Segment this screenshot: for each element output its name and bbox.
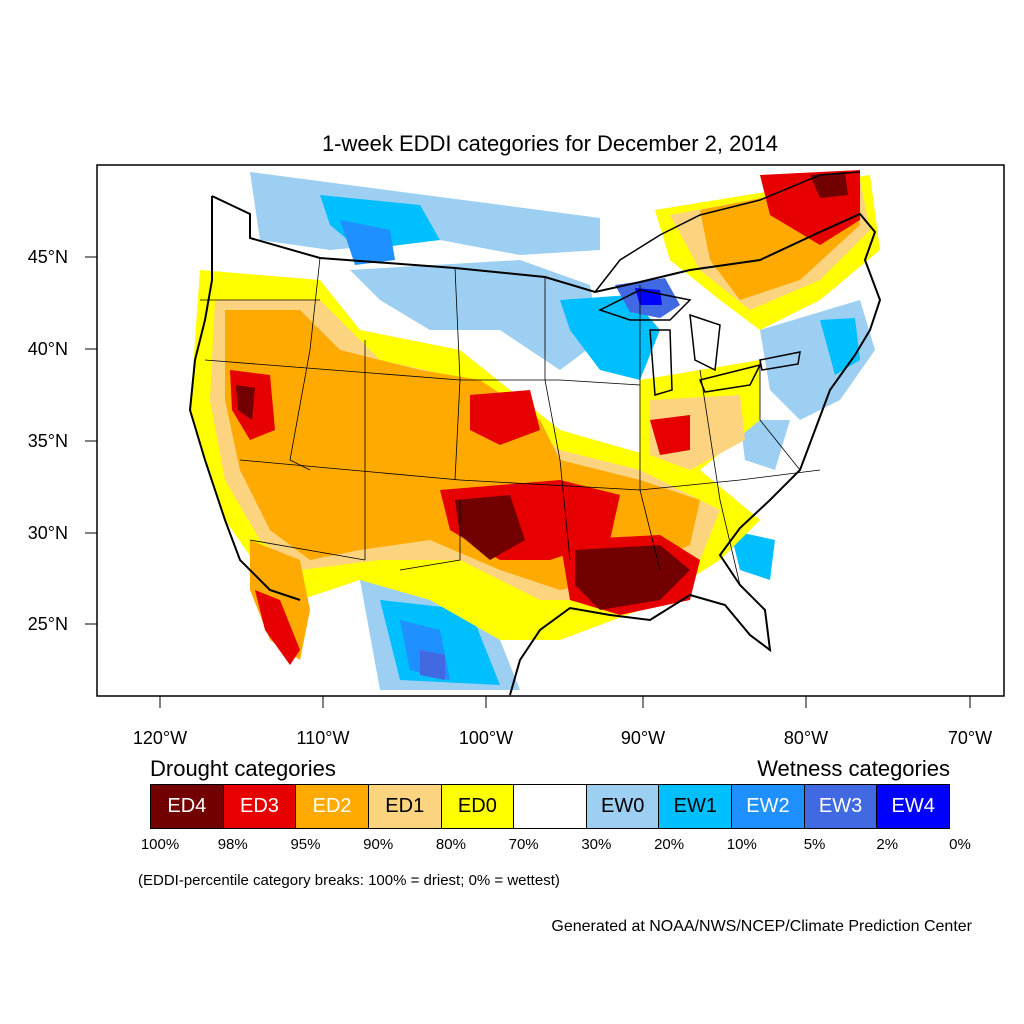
legend-swatch: EW1: [659, 785, 733, 828]
legend-swatch: EW4: [877, 785, 950, 828]
patch-ed3: [650, 415, 690, 455]
patch-ed3: [470, 390, 540, 445]
percentile-label: 2%: [876, 836, 899, 853]
patch-ed4: [236, 385, 255, 420]
patch-ew4: [635, 288, 662, 305]
credit-line: Generated at NOAA/NWS/NCEP/Climate Predi…: [551, 918, 972, 935]
lon-tick-marks: [159, 696, 971, 708]
patch-ew2: [340, 220, 395, 265]
percentile-label: 98%: [217, 836, 248, 853]
wetness-heading: Wetness categories: [757, 756, 950, 781]
lon-tick-label: 70°W: [948, 728, 992, 748]
percentile-label: 70%: [508, 836, 539, 853]
lon-tick-label: 90°W: [621, 728, 665, 748]
percentile-label: 30%: [581, 836, 612, 853]
lat-tick-label: 45°N: [28, 247, 68, 267]
legend-swatch: ED3: [223, 785, 297, 828]
map-frame: [96, 164, 1005, 697]
lat-tick-marks: [85, 256, 97, 625]
patch-ew0: [350, 260, 600, 370]
lat-tick-label: 35°N: [28, 431, 68, 451]
patch-ed4: [810, 172, 848, 198]
legend-swatch: ED2: [296, 785, 369, 828]
legend-swatch: EW0: [586, 785, 660, 828]
percentile-label: 100%: [140, 836, 180, 853]
patch-ed3: [255, 590, 300, 665]
percentile-label: 10%: [726, 836, 757, 853]
coastline: [188, 195, 882, 696]
category-legend: ED4 ED3 ED2 ED1 ED0 EW0 EW1 EW2 EW3 EW4: [150, 784, 950, 829]
percentile-label: 95%: [290, 836, 321, 853]
lat-tick-label: 40°N: [28, 339, 68, 359]
map-title: 1-week EDDI categories for December 2, 2…: [321, 131, 779, 156]
category-note: (EDDI-percentile category breaks: 100% =…: [138, 872, 560, 889]
patch-ew0: [250, 172, 600, 255]
patch-ew3: [420, 650, 445, 680]
legend-swatch: EW2: [732, 785, 805, 828]
patch-ed4: [575, 545, 690, 610]
legend-swatch: ED1: [368, 785, 442, 828]
lon-tick-label: 80°W: [784, 728, 828, 748]
category-patches: [190, 170, 880, 690]
patch-ew1: [730, 530, 775, 580]
legend-swatch: [514, 785, 587, 828]
percentile-label: 0%: [949, 836, 971, 853]
patch-ew0: [740, 420, 790, 470]
patch-ew1: [560, 295, 660, 380]
percentile-label: 20%: [654, 836, 685, 853]
drought-heading: Drought categories: [150, 756, 336, 781]
legend-swatch: ED0: [441, 785, 515, 828]
lon-tick-label: 100°W: [459, 728, 513, 748]
great-lakes: [598, 289, 801, 396]
lon-tick-label: 110°W: [297, 728, 350, 748]
percentile-label: 80%: [435, 836, 466, 853]
legend-swatch: ED4: [151, 785, 224, 828]
canada-border: [594, 171, 861, 293]
legend-swatch: EW3: [804, 785, 878, 828]
lat-tick-label: 30°N: [28, 523, 68, 543]
lon-tick-label: 120°W: [133, 728, 187, 748]
patch-ed4: [455, 495, 525, 560]
percentile-label: 5%: [803, 836, 826, 853]
percentile-label: 90%: [363, 836, 394, 853]
lat-tick-label: 25°N: [28, 614, 68, 634]
